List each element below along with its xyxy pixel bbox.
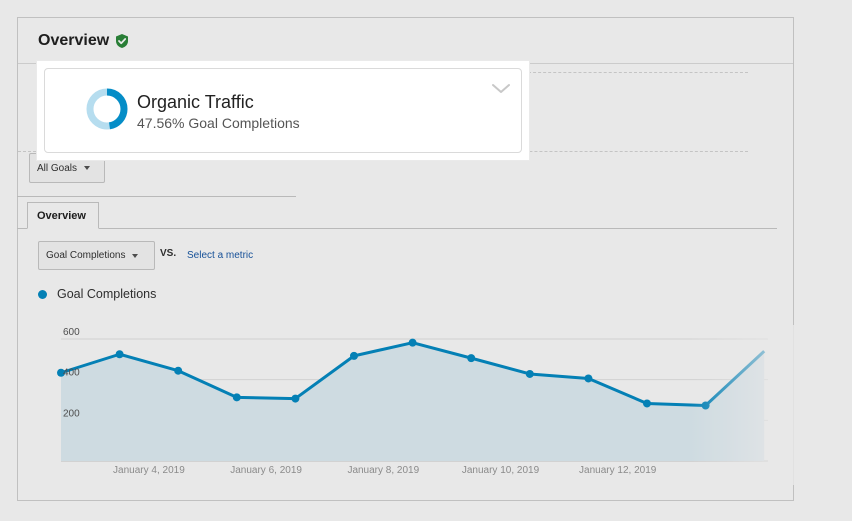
chart-legend: Goal Completions	[38, 287, 156, 301]
data-point	[525, 369, 534, 378]
segment-popup: Organic Traffic 47.56% Goal Completions	[37, 61, 529, 160]
y-tick-label: 400	[63, 368, 80, 379]
popup-subtitle: 47.56% Goal Completions	[137, 115, 300, 131]
legend-label: Goal Completions	[57, 287, 157, 301]
x-tick-label: January 10, 2019	[462, 465, 540, 476]
vs-label: VS.	[160, 248, 177, 259]
legend-marker	[38, 289, 47, 299]
page-title: Overview	[38, 31, 110, 49]
x-tick-label: January 12, 2019	[579, 465, 657, 476]
metric-dropdown[interactable]: Goal Completions	[38, 241, 155, 270]
select-metric-link[interactable]: Select a metric	[187, 250, 254, 261]
data-point	[408, 338, 417, 347]
chart-fade	[690, 325, 794, 485]
popup-title: Organic Traffic	[137, 92, 254, 112]
tab-overview[interactable]: Overview	[27, 202, 99, 229]
divider	[17, 196, 296, 197]
x-tick-label: January 6, 2019	[230, 465, 302, 476]
verified-shield-icon	[115, 33, 129, 49]
metric-dropdown-label: Goal Completions	[46, 250, 126, 261]
caret-down-icon	[84, 166, 91, 170]
segment-popup-card[interactable]: Organic Traffic 47.56% Goal Completions	[44, 68, 522, 153]
x-tick-label: January 8, 2019	[347, 465, 419, 476]
donut-chart-icon	[86, 88, 128, 130]
data-point	[467, 354, 476, 363]
data-point	[291, 394, 300, 403]
y-tick-label: 600	[63, 327, 80, 338]
data-point	[232, 393, 241, 402]
donut-arc	[86, 88, 128, 130]
caret-down-icon	[132, 253, 139, 258]
tab-label: Overview	[37, 209, 86, 222]
data-point	[350, 351, 358, 360]
data-point	[115, 350, 124, 359]
data-point	[584, 374, 593, 383]
divider	[528, 72, 748, 73]
chevron-down-icon[interactable]	[491, 83, 511, 95]
y-tick-label: 200	[63, 408, 80, 419]
tab-bar-line	[17, 228, 777, 229]
x-tick-label: January 4, 2019	[113, 465, 185, 476]
data-point	[57, 368, 65, 377]
data-point	[174, 366, 183, 375]
data-point	[643, 399, 651, 408]
series-area	[61, 342, 765, 461]
goal-dropdown-label: All Goals	[37, 162, 78, 174]
